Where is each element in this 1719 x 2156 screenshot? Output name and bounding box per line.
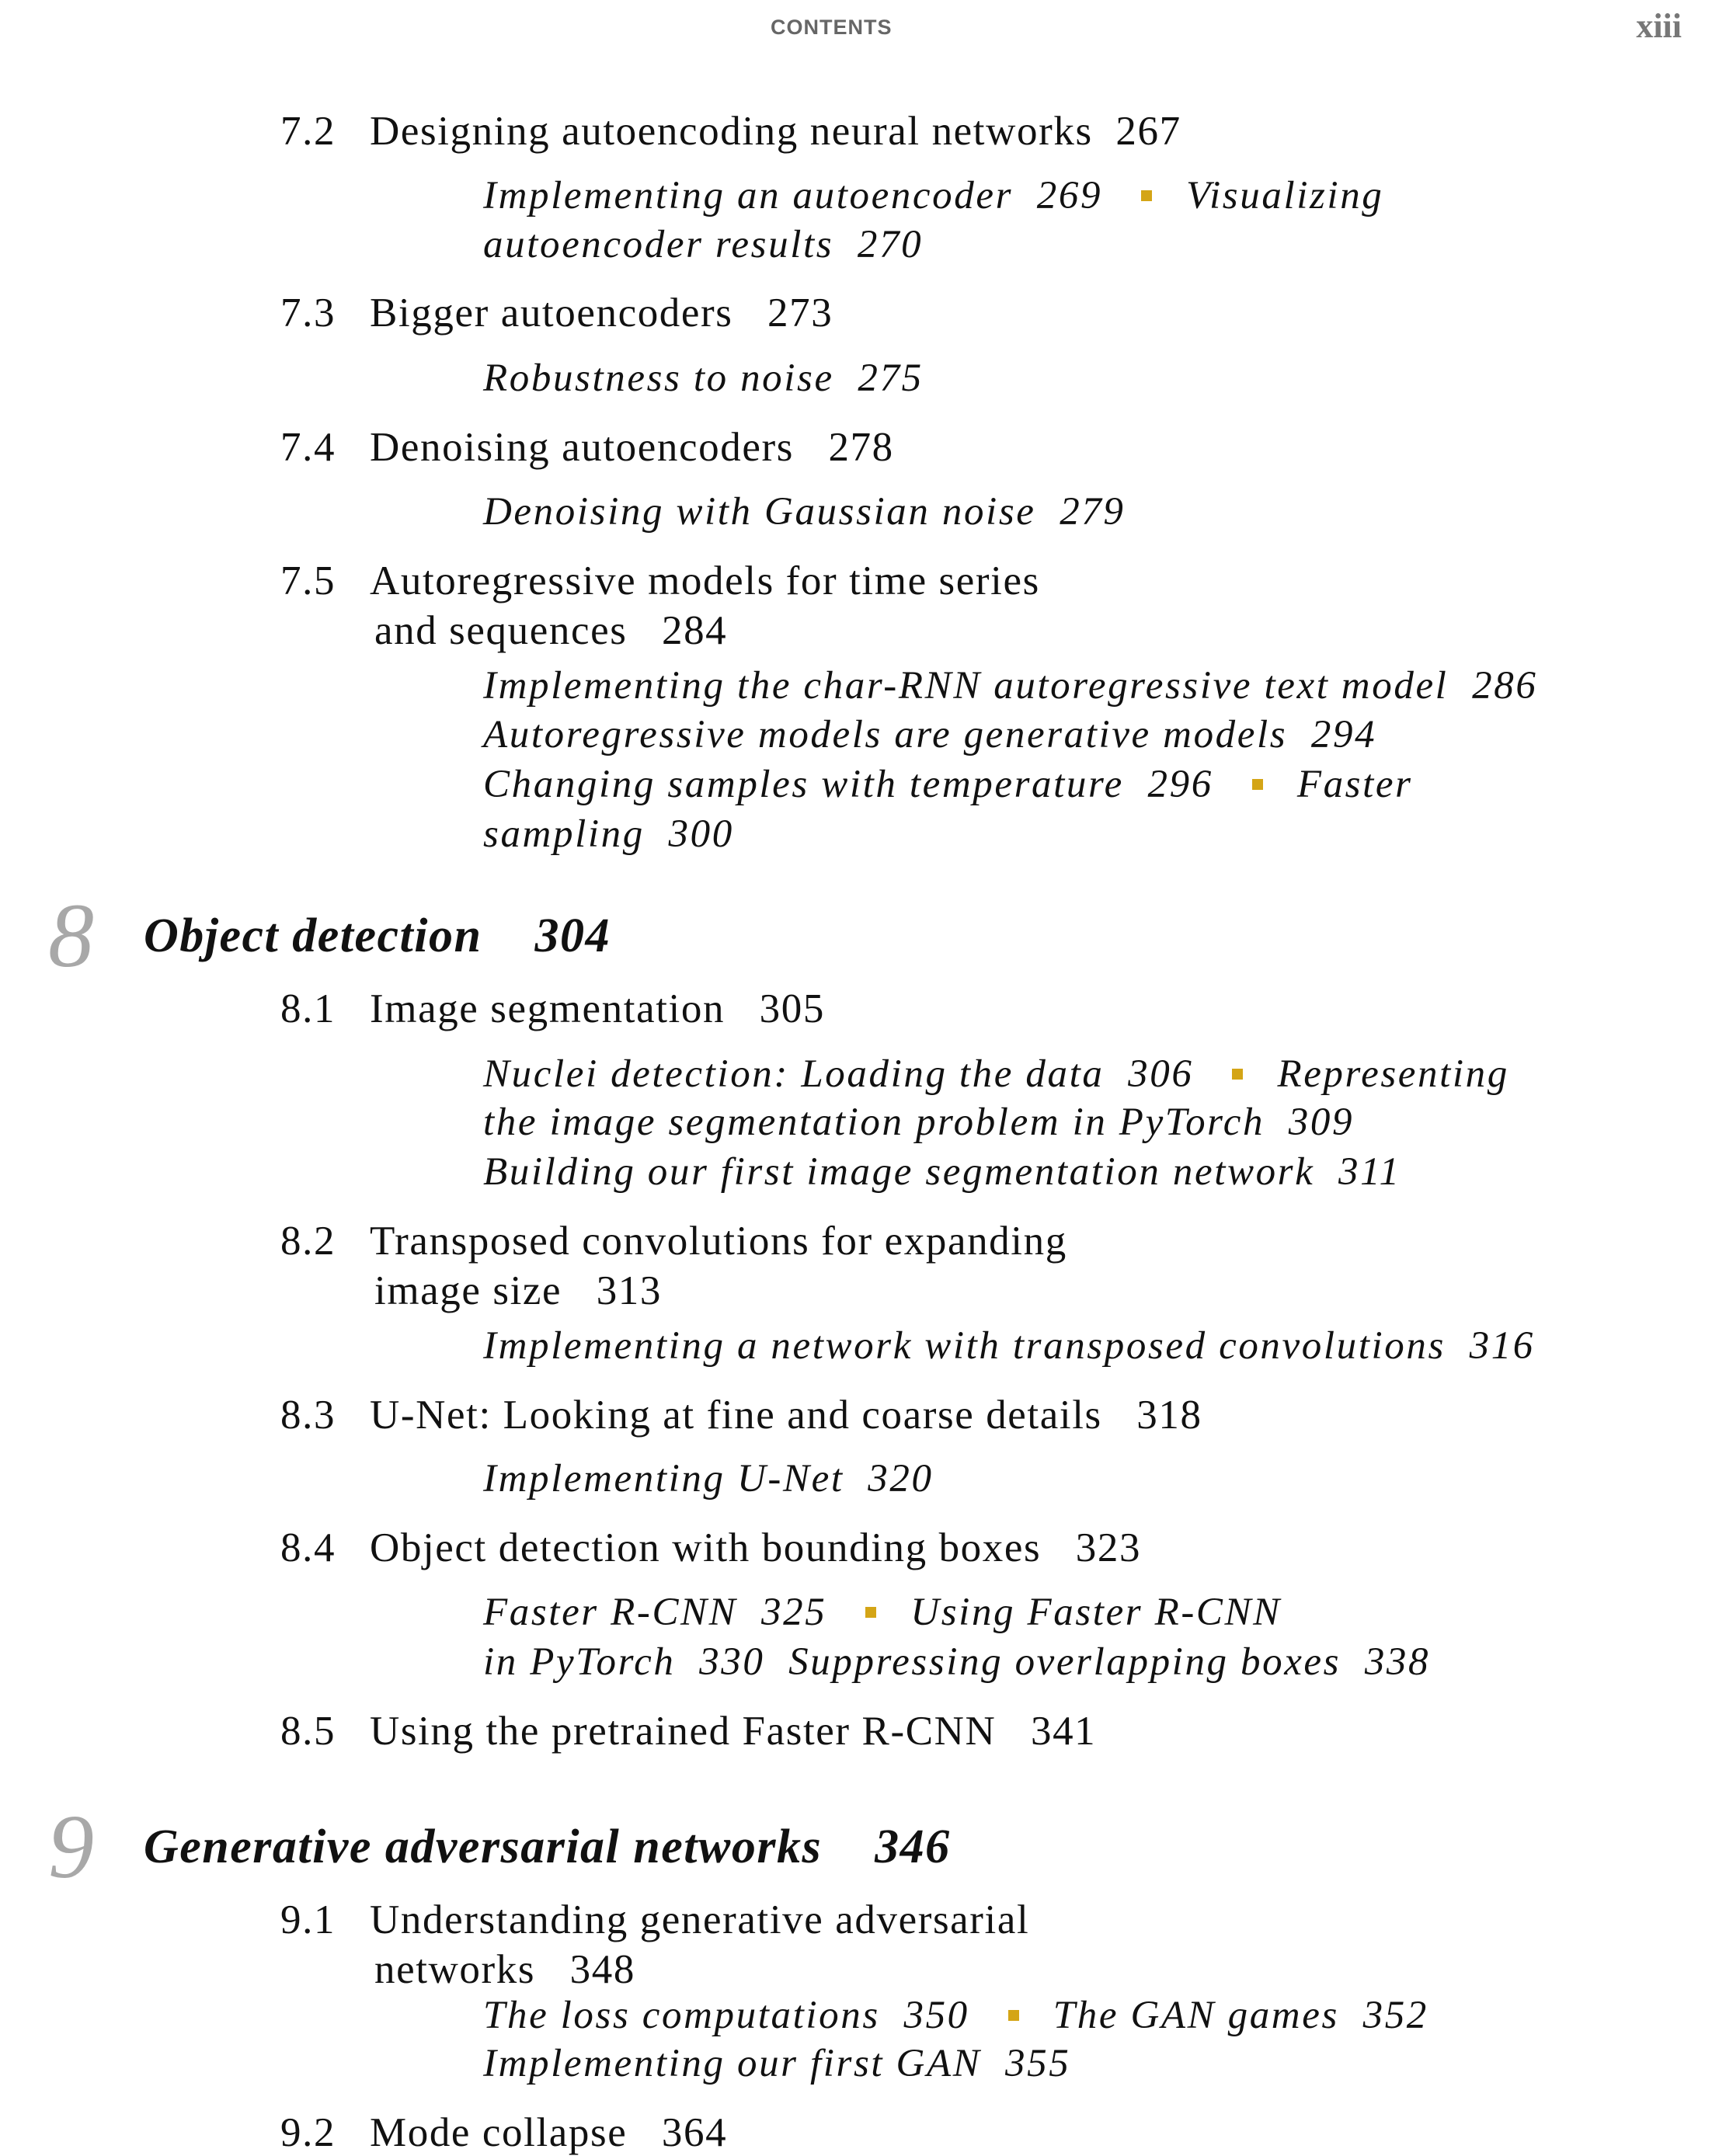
toc-topic-line[interactable]: sampling 300 [483, 811, 734, 857]
topic: the image segmentation problem in PyTorc… [483, 1101, 1355, 1144]
section-title: Designing autoencoding neural networks 2… [370, 109, 1181, 154]
toc-section-8-4[interactable]: 8.4 Object detection with bounding boxes … [280, 1525, 1141, 1571]
section-number: 9.1 [280, 1897, 336, 1942]
section-number: 8.2 [280, 1219, 336, 1264]
topic: Implementing a network with transposed c… [483, 1324, 1535, 1368]
toc-section-8-1[interactable]: 8.1 Image segmentation 305 [280, 986, 825, 1032]
toc-section-7-4[interactable]: 7.4 Denoising autoencoders 278 [280, 424, 894, 471]
section-title: Understanding generative adversarial [370, 1897, 1030, 1942]
section-number: 7.5 [280, 558, 336, 603]
topic: The GAN games 352 [1053, 1994, 1428, 2037]
topic: Building our first image segmentation ne… [483, 1150, 1401, 1194]
topic: autoencoder results 270 [483, 223, 924, 266]
toc-topic-line[interactable]: Implementing the char-RNN autoregressive… [483, 662, 1537, 709]
toc-section-9-2[interactable]: 9.2 Mode collapse 364 [280, 2109, 727, 2156]
bullet-icon [1251, 779, 1263, 791]
toc-topic-line[interactable]: Changing samples with temperature 296 Fas… [483, 761, 1413, 808]
bullet-icon [865, 1607, 877, 1619]
section-number: 8.4 [280, 1525, 336, 1570]
topic: Implementing the char-RNN autoregressive… [483, 664, 1538, 708]
toc-topic-line[interactable]: in PyTorch 330 Suppressing overlapping b… [483, 1639, 1430, 1685]
topic: Denoising with Gaussian noise 279 [483, 490, 1126, 534]
toc-topic-line[interactable]: Autoregressive models are generative mod… [483, 711, 1376, 758]
toc-topic-line[interactable]: The loss computations 350 The GAN games 3… [483, 1992, 1428, 2039]
bullet-icon [1141, 190, 1153, 202]
section-number: 7.4 [280, 425, 336, 470]
section-title: U-Net: Looking at fine and coarse detail… [370, 1393, 1202, 1438]
section-title: Bigger autoencoders 273 [370, 290, 833, 336]
toc-section-7-3[interactable]: 7.3 Bigger autoencoders 273 [280, 290, 833, 336]
topic: Representing [1277, 1052, 1509, 1096]
section-number: 9.2 [280, 2110, 336, 2155]
toc-section-9-1[interactable]: 9.1 Understanding generative adversarial [280, 1897, 1029, 1943]
chapter-title[interactable]: Generative adversarial networks 346 [144, 1820, 951, 1873]
toc-topic-line[interactable]: Implementing a network with transposed c… [483, 1323, 1535, 1369]
section-number: 7.3 [280, 290, 336, 336]
topic: sampling 300 [483, 812, 734, 856]
topic: The loss computations 350 [483, 1994, 969, 2037]
chapter-title[interactable]: Object detection 304 [144, 909, 611, 962]
section-title: Mode collapse 364 [370, 2110, 728, 2155]
toc-section-7-2[interactable]: 7.2 Designing autoencoding neural network… [280, 108, 1181, 155]
topic: Implementing our first GAN 355 [483, 2042, 1071, 2085]
toc-topic-line[interactable]: Robustness to noise 275 [483, 355, 924, 402]
toc-topic-line[interactable]: Implementing our first GAN 355 [483, 2040, 1070, 2087]
topic: Robustness to noise 275 [483, 356, 924, 400]
topic: Implementing an autoencoder 269 [483, 174, 1103, 217]
running-title: CONTENTS [771, 16, 893, 39]
toc-topic-line[interactable]: Implementing U-Net 320 [483, 1455, 934, 1502]
topic: Implementing U-Net 320 [483, 1457, 934, 1501]
toc-section-7-5[interactable]: 7.5 Autoregressive models for time series [280, 558, 1040, 604]
section-title: Object detection with bounding boxes 323 [370, 1525, 1142, 1570]
section-title: Denoising autoencoders 278 [370, 425, 894, 470]
topic: Nuclei detection: Loading the data 306 [483, 1052, 1194, 1096]
toc-topic-line[interactable]: Building our first image segmentation ne… [483, 1149, 1401, 1195]
section-title-continued[interactable]: image size 313 [374, 1268, 662, 1313]
section-title: Transposed convolutions for expanding [370, 1219, 1067, 1264]
topic: in PyTorch 330 Suppressing overlapping b… [483, 1640, 1431, 1684]
section-number: 8.5 [280, 1709, 336, 1754]
section-title: Autoregressive models for time series [370, 558, 1040, 603]
section-number: 8.3 [280, 1393, 336, 1438]
bullet-icon [1007, 2010, 1019, 2022]
toc-section-8-2[interactable]: 8.2 Transposed convolutions for expanding [280, 1218, 1067, 1264]
topic: Faster [1296, 763, 1413, 806]
toc-topic-line[interactable]: Faster R-CNN 325 Using Faster R-CNN [483, 1589, 1282, 1636]
section-title-continued[interactable]: and sequences 284 [374, 608, 728, 653]
chapter-number: 8 [48, 885, 94, 986]
toc-topic-line[interactable]: Implementing an autoencoder 269 Visualizi… [483, 172, 1383, 219]
toc-topic-line[interactable]: Denoising with Gaussian noise 279 [483, 489, 1126, 535]
section-title: Image segmentation 305 [370, 986, 825, 1031]
section-title-continued[interactable]: networks 348 [374, 1947, 635, 1992]
topic: Autoregressive models are generative mod… [483, 713, 1377, 756]
toc-topic-line[interactable]: Nuclei detection: Loading the data 306 Re… [483, 1051, 1509, 1097]
page-number: xiii [1636, 7, 1682, 45]
section-title: Using the pretrained Faster R-CNN 341 [370, 1709, 1097, 1754]
topic: Using Faster R-CNN [910, 1591, 1282, 1634]
section-number: 7.2 [280, 109, 336, 154]
toc-topic-line[interactable]: the image segmentation problem in PyTorc… [483, 1099, 1354, 1146]
toc-section-8-3[interactable]: 8.3 U-Net: Looking at fine and coarse det… [280, 1392, 1202, 1438]
topic: Visualizing [1186, 174, 1384, 217]
section-number: 8.1 [280, 986, 336, 1031]
toc-topic-line[interactable]: autoencoder results 270 [483, 221, 923, 268]
chapter-number: 9 [48, 1796, 94, 1897]
topic: Changing samples with temperature 296 [483, 763, 1213, 806]
bullet-icon [1232, 1069, 1244, 1080]
toc-section-8-5[interactable]: 8.5 Using the pretrained Faster R-CNN 341 [280, 1708, 1096, 1754]
topic: Faster R-CNN 325 [483, 1591, 827, 1634]
